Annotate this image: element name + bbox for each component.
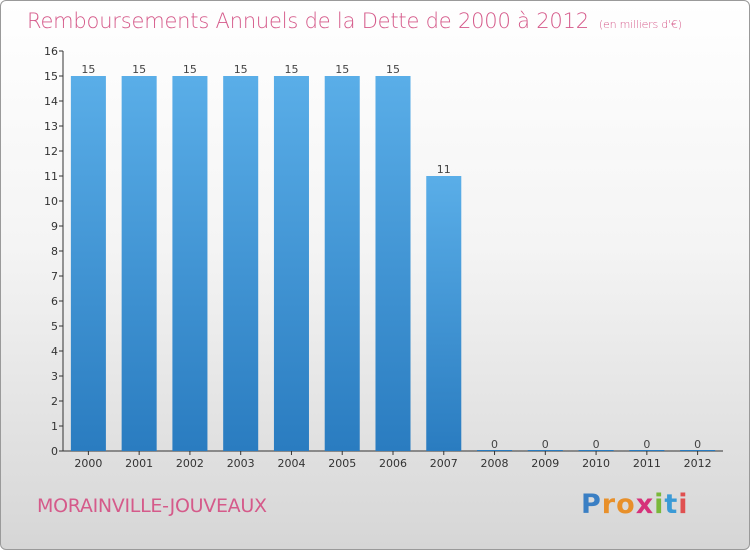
bar — [324, 76, 360, 451]
x-tick-label: 2003 — [227, 457, 255, 470]
bar — [426, 176, 462, 451]
data-label: 15 — [183, 63, 197, 76]
bar — [578, 450, 614, 451]
x-tick-label: 2002 — [176, 457, 204, 470]
bar — [680, 450, 716, 451]
data-label: 15 — [284, 63, 298, 76]
data-label: 15 — [386, 63, 400, 76]
y-tick-label: 6 — [51, 295, 58, 308]
chart-title-text: Remboursements Annuels de la Dette de 20… — [27, 9, 589, 33]
logo-letter: x — [635, 489, 655, 520]
y-tick-label: 2 — [51, 395, 58, 408]
y-tick-label: 10 — [44, 195, 58, 208]
bar — [70, 76, 106, 451]
x-tick-label: 2005 — [328, 457, 356, 470]
logo-letter: P — [581, 489, 602, 520]
bar — [375, 76, 411, 451]
chart-title: Remboursements Annuels de la Dette de 20… — [27, 9, 682, 33]
data-label: 15 — [81, 63, 95, 76]
bar — [477, 450, 513, 451]
data-label: 0 — [491, 438, 498, 451]
bar — [273, 76, 309, 451]
data-label: 0 — [643, 438, 650, 451]
bar — [629, 450, 665, 451]
x-tick-label: 2008 — [481, 457, 509, 470]
bar — [223, 76, 259, 451]
data-label: 15 — [234, 63, 248, 76]
x-tick-label: 2006 — [379, 457, 407, 470]
bar — [172, 76, 208, 451]
x-tick-label: 2010 — [582, 457, 610, 470]
bar — [121, 76, 157, 451]
data-label: 15 — [335, 63, 349, 76]
data-label: 15 — [132, 63, 146, 76]
data-label: 11 — [437, 163, 451, 176]
unit-note: (en milliers d'€) — [598, 18, 682, 31]
y-tick-label: 13 — [44, 120, 58, 133]
y-tick-label: 7 — [51, 270, 58, 283]
y-tick-label: 9 — [51, 220, 58, 233]
y-tick-label: 14 — [44, 95, 58, 108]
data-label: 0 — [694, 438, 701, 451]
logo-letter: t — [664, 489, 679, 520]
y-tick-label: 1 — [51, 420, 58, 433]
y-tick-label: 12 — [44, 145, 58, 158]
data-label: 0 — [542, 438, 549, 451]
chart-bars — [70, 76, 716, 451]
x-tick-label: 2004 — [277, 457, 305, 470]
logo-letter: i — [654, 489, 665, 520]
y-tick-label: 3 — [51, 370, 58, 383]
y-tick-label: 11 — [44, 170, 58, 183]
x-tick-label: 2009 — [531, 457, 559, 470]
y-tick-label: 0 — [51, 445, 58, 458]
x-tick-label: 2000 — [74, 457, 102, 470]
x-tick-label: 2012 — [684, 457, 712, 470]
x-tick-label: 2011 — [633, 457, 661, 470]
bar — [527, 450, 563, 451]
commune-name: MORAINVILLE-JOUVEAUX — [37, 495, 267, 517]
chart-labels: 2000 15 2001 15 2002 15 2003 15 2004 15 2005 15 2006… — [74, 63, 711, 470]
logo-letter: o — [616, 489, 636, 520]
y-tick-label: 15 — [44, 70, 58, 83]
proxiti-logo: Proxiti — [581, 489, 689, 520]
x-tick-label: 2001 — [125, 457, 153, 470]
y-tick-label: 16 — [44, 45, 58, 58]
y-tick-label: 8 — [51, 245, 58, 258]
data-label: 0 — [593, 438, 600, 451]
x-tick-label: 2007 — [430, 457, 458, 470]
y-tick-label: 5 — [51, 320, 58, 333]
logo-letter: r — [601, 489, 617, 520]
logo-letter: i — [678, 489, 689, 520]
y-tick-label: 4 — [51, 345, 58, 358]
